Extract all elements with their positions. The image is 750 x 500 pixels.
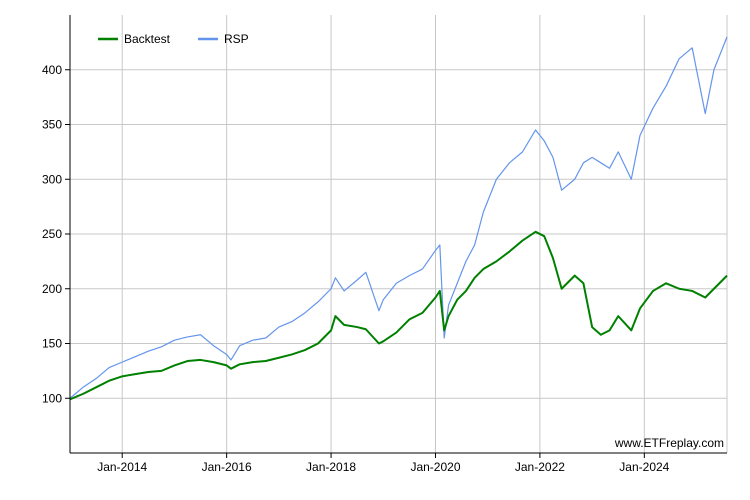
series-layer [69, 36, 728, 401]
watermark-text: www.ETFreplay.com [614, 436, 724, 450]
y-tick-label: 350 [42, 118, 62, 132]
axes [65, 15, 727, 458]
grid [70, 15, 728, 453]
y-tick-label: 250 [42, 227, 62, 241]
series-line-backtest [69, 230, 728, 401]
tick-labels: 100 150 200 250 300 350 400 Jan-2014 Jan-2016 Jan… [42, 63, 670, 474]
legend-label-rsp: RSP [224, 32, 249, 46]
x-tick-label: Jan-2014 [97, 460, 147, 474]
legend: Backtest RSP [98, 32, 249, 46]
x-tick-label: Jan-2022 [515, 460, 565, 474]
x-tick-label: Jan-2020 [410, 460, 460, 474]
x-tick-label: Jan-2024 [619, 460, 669, 474]
y-tick-label: 200 [42, 282, 62, 296]
series-line-rsp [69, 36, 728, 399]
y-tick-label: 400 [42, 63, 62, 77]
y-tick-label: 100 [42, 391, 62, 405]
y-tick-label: 150 [42, 337, 62, 351]
x-tick-label: Jan-2018 [306, 460, 356, 474]
y-tick-label: 300 [42, 172, 62, 186]
x-tick-label: Jan-2016 [202, 460, 252, 474]
legend-label-backtest: Backtest [124, 32, 171, 46]
